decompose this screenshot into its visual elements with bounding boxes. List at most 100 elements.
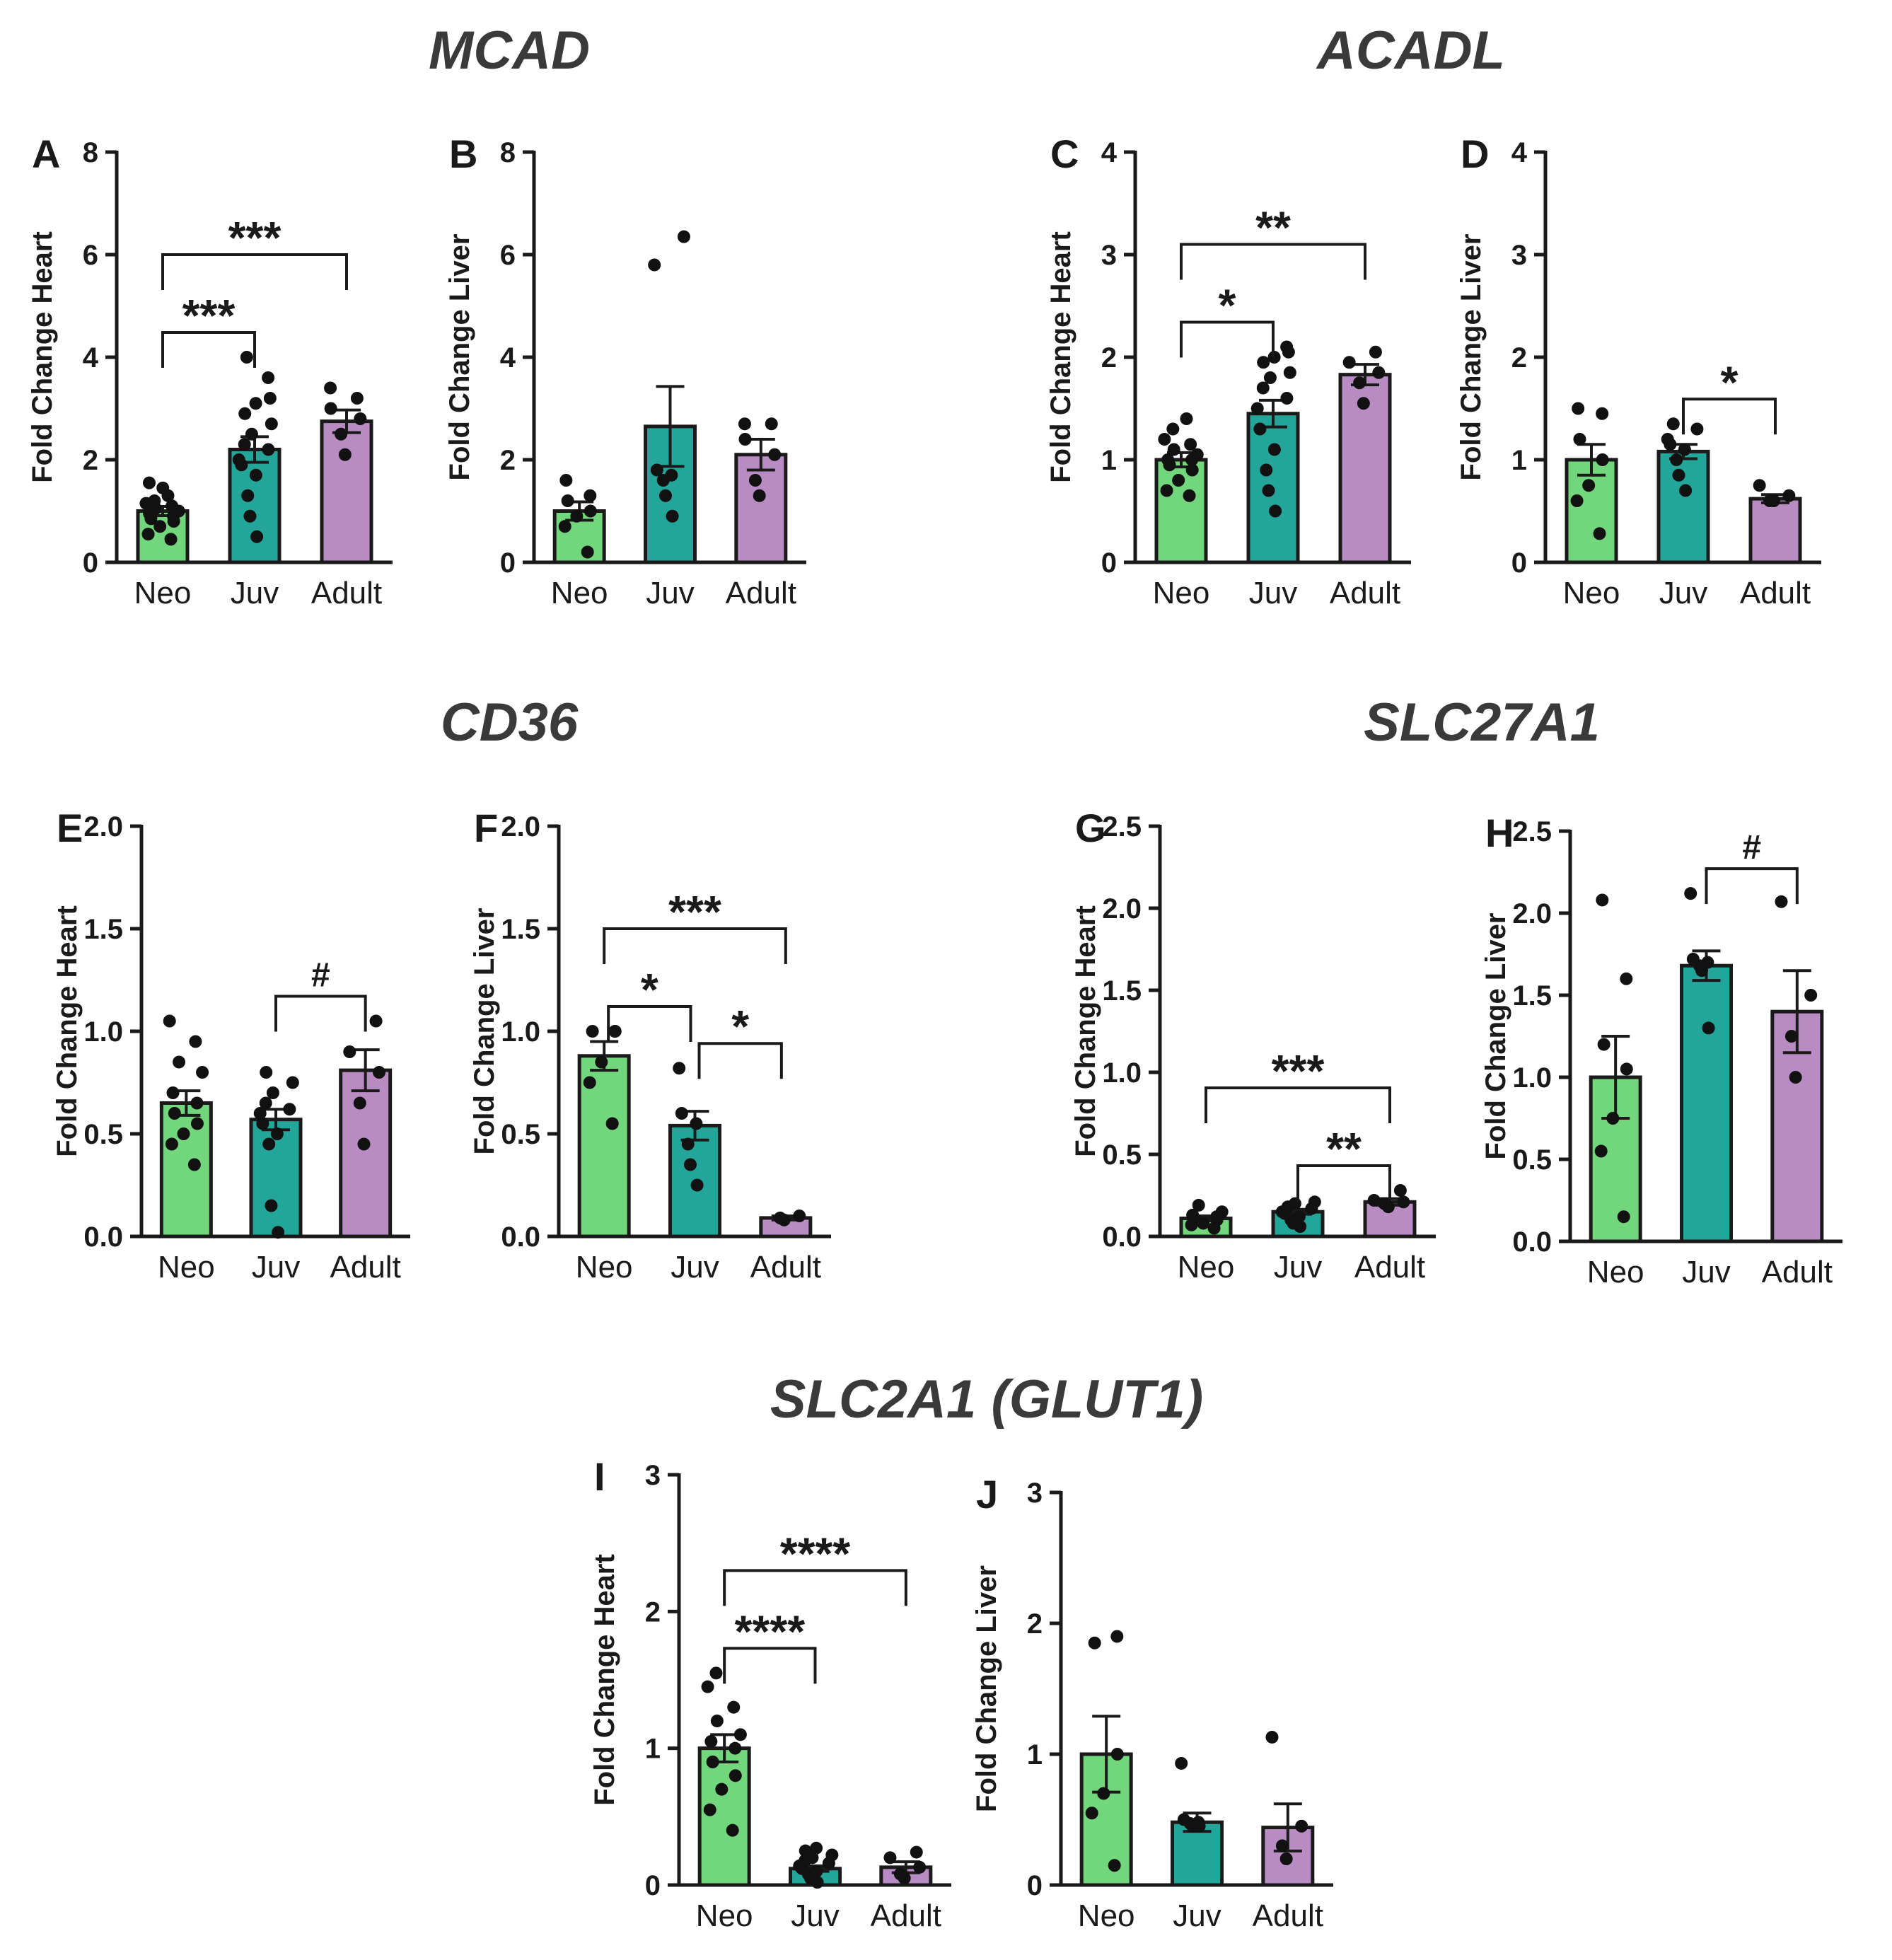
y-tick-label: 8 xyxy=(83,137,98,168)
y-tick-label: 0.5 xyxy=(83,1119,123,1150)
x-tick-label-adult: Adult xyxy=(330,1250,401,1285)
data-point xyxy=(608,1025,622,1038)
y-tick-label: 0 xyxy=(500,547,516,579)
data-point xyxy=(164,533,178,546)
bar-neo xyxy=(697,1746,751,1887)
data-point xyxy=(1666,417,1680,431)
data-point xyxy=(262,443,275,456)
data-point xyxy=(1357,397,1370,410)
data-point xyxy=(1262,484,1275,497)
data-point xyxy=(168,1107,181,1120)
bar-juv xyxy=(1680,963,1733,1243)
data-point xyxy=(163,1014,176,1028)
data-point xyxy=(253,1107,267,1120)
data-point xyxy=(825,1848,839,1862)
data-point xyxy=(1582,479,1596,492)
y-axis-label: Fold Change Liver xyxy=(971,1565,1002,1812)
x-tick-label-neo: Neo xyxy=(1563,576,1620,610)
data-point xyxy=(272,1226,285,1239)
data-point xyxy=(1275,1839,1289,1852)
data-point xyxy=(1295,1819,1308,1833)
data-point xyxy=(266,1086,279,1099)
data-point xyxy=(729,1741,742,1755)
data-point xyxy=(1597,1038,1610,1051)
y-tick-label: 1.0 xyxy=(1102,1057,1142,1089)
gene-title-slc2a1: SLC2A1 (GLUT1) xyxy=(770,1369,1204,1430)
data-point xyxy=(256,1117,269,1130)
data-point xyxy=(354,412,367,425)
data-point xyxy=(1250,402,1264,415)
x-tick-label-neo: Neo xyxy=(551,576,608,610)
x-tick-label-juv: Juv xyxy=(1274,1250,1322,1285)
y-tick-label: 0.0 xyxy=(501,1222,540,1253)
data-point xyxy=(353,1096,366,1110)
data-point xyxy=(1288,1197,1301,1210)
significance-label: *** xyxy=(1272,1045,1325,1096)
data-point xyxy=(249,468,262,482)
significance-label: * xyxy=(1219,280,1236,331)
data-point xyxy=(559,474,573,487)
x-tick-label-adult: Adult xyxy=(1762,1255,1833,1289)
data-point xyxy=(173,1055,186,1069)
y-axis-label: Fold Change Liver xyxy=(1456,234,1487,481)
y-tick-label: 1 xyxy=(1101,445,1117,476)
panel-i: I Fold Change Heart 0 1 2 3 Neo Juv Adult **** ***… xyxy=(589,1454,951,1933)
data-point xyxy=(765,417,778,431)
data-point xyxy=(1292,1210,1306,1224)
panel-letter: B xyxy=(449,132,477,176)
panel-a: A Fold Change Heart 0 2 4 6 8 Neo Juv Adult *** *** xyxy=(27,132,393,610)
data-point xyxy=(1690,422,1704,436)
data-point xyxy=(1378,1197,1391,1210)
data-point xyxy=(286,1076,299,1089)
data-point xyxy=(190,1096,204,1110)
y-tick-label: 0.0 xyxy=(1512,1227,1552,1258)
y-tick-label: 0 xyxy=(1027,1870,1043,1901)
bar-juv xyxy=(1171,1820,1224,1887)
y-tick-label: 2 xyxy=(1511,342,1527,373)
data-point xyxy=(1570,494,1584,507)
y-tick-label: 6 xyxy=(83,240,98,271)
data-point xyxy=(1160,484,1173,497)
y-tick-label: 2.0 xyxy=(1102,893,1142,924)
data-point xyxy=(238,407,252,420)
data-point xyxy=(738,433,752,446)
data-point xyxy=(1166,422,1180,436)
x-tick-label-juv: Juv xyxy=(1682,1255,1730,1289)
data-point xyxy=(1108,1859,1121,1872)
data-point xyxy=(1215,1205,1229,1219)
significance-bracket xyxy=(1180,243,1366,280)
bar-adult xyxy=(320,419,373,564)
y-tick-label: 1 xyxy=(1511,445,1527,476)
y-tick-label: 4 xyxy=(500,342,516,373)
data-point xyxy=(913,1860,927,1874)
data-point xyxy=(729,1769,742,1782)
data-point xyxy=(1367,1193,1381,1207)
data-point xyxy=(250,530,264,543)
data-point xyxy=(793,1210,806,1222)
data-point xyxy=(748,474,762,487)
panel-j: J Fold Change Liver 0 1 2 3 Neo Juv Adult xyxy=(971,1472,1333,1933)
significance-label: * xyxy=(731,1001,749,1052)
significance-bracket xyxy=(697,1042,783,1079)
x-tick-label-adult: Adult xyxy=(311,576,382,610)
data-point xyxy=(1573,433,1586,446)
data-point xyxy=(232,453,245,466)
x-tick-label-neo: Neo xyxy=(1153,576,1210,610)
data-point xyxy=(249,397,262,410)
data-point xyxy=(166,499,179,513)
x-tick-label-neo: Neo xyxy=(1587,1255,1644,1289)
data-point xyxy=(260,1066,273,1079)
significance-label: *** xyxy=(228,212,282,263)
y-tick-label: 2 xyxy=(1101,342,1117,373)
x-tick-label-neo: Neo xyxy=(696,1898,753,1933)
data-point xyxy=(1190,448,1204,461)
data-point xyxy=(1253,422,1267,436)
y-tick-label: 4 xyxy=(1101,137,1118,168)
significance-bracket xyxy=(1180,320,1275,358)
significance-label: # xyxy=(1742,829,1761,866)
data-point xyxy=(1088,1636,1101,1649)
data-point xyxy=(196,1066,209,1079)
y-axis-label: Fold Change Heart xyxy=(27,231,58,483)
bar-neo xyxy=(1565,458,1618,564)
